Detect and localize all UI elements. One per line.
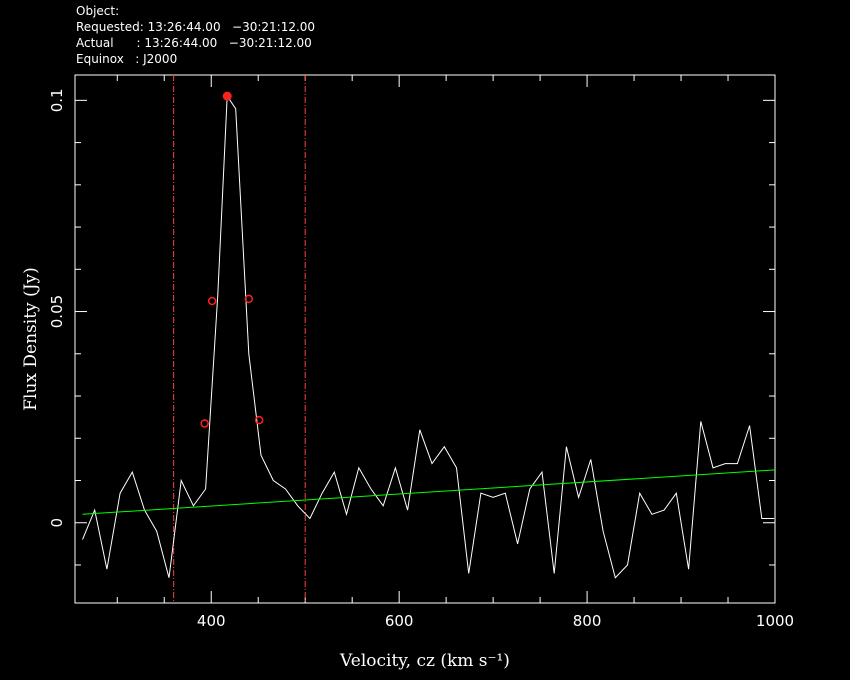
x-tick-label: 600 xyxy=(385,612,414,630)
baseline-fit-line xyxy=(82,469,776,515)
equinox-label: Equinox : J2000 xyxy=(76,52,178,66)
tick-labels: 400 600 800 1000 0 0.05 0.1 xyxy=(48,88,794,630)
object-header: Object: Requested: 13:26:44.00 −30:21:12… xyxy=(76,3,315,67)
axis-ticks xyxy=(75,75,776,603)
plot-frame xyxy=(74,74,776,604)
w50-marker xyxy=(207,296,217,306)
w20-marker xyxy=(200,419,209,428)
x-tick-label: 1000 xyxy=(756,612,794,630)
actual-coords: Actual : 13:26:44.00 −30:21:12.00 xyxy=(76,36,312,50)
y-tick-label: 0.1 xyxy=(48,88,66,112)
peak-marker xyxy=(222,91,232,101)
w50-marker xyxy=(244,294,254,304)
x-tick-label: 400 xyxy=(197,612,226,630)
data-lines xyxy=(82,94,776,579)
spectrum-line xyxy=(82,94,775,579)
x-tick-label: 800 xyxy=(573,612,602,630)
w20-marker xyxy=(254,415,264,425)
y-tick-label: 0.05 xyxy=(48,295,66,328)
velocity-window-lines xyxy=(173,75,306,603)
y-tick-label: 0 xyxy=(48,518,66,528)
x-axis-label: Velocity, cz (km s⁻¹) xyxy=(339,651,510,671)
profile-markers xyxy=(200,91,264,428)
object-label: Object: xyxy=(76,4,120,18)
requested-coords: Requested: 13:26:44.00 −30:21:12.00 xyxy=(76,20,316,34)
y-axis-label: Flux Density (Jy) xyxy=(21,267,41,411)
